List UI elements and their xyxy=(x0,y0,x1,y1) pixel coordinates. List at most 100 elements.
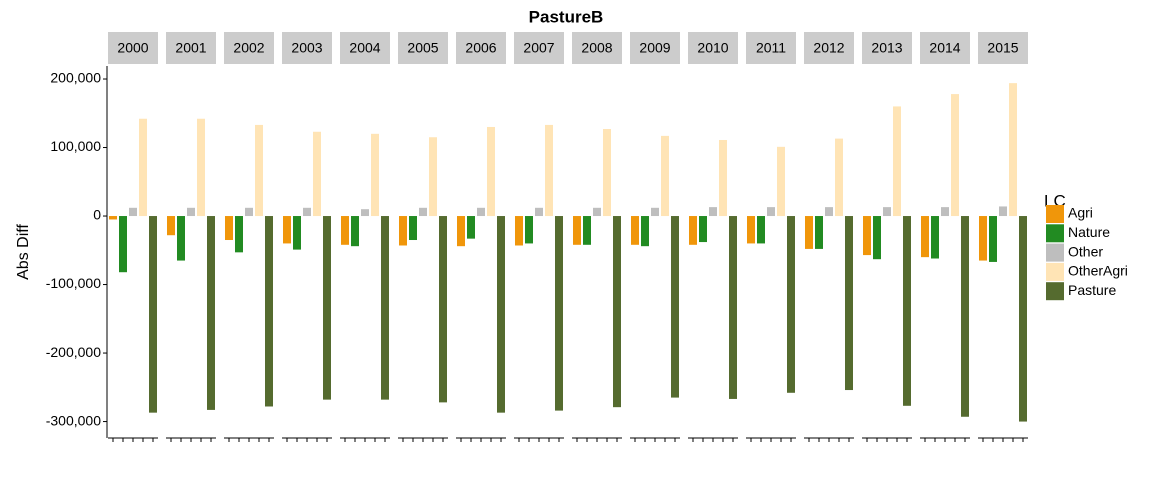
bar xyxy=(167,216,175,236)
bar xyxy=(825,207,833,217)
bar xyxy=(767,207,775,217)
bar xyxy=(651,207,659,217)
bar xyxy=(845,216,853,391)
facet-label: 2005 xyxy=(407,40,438,56)
bar xyxy=(747,216,755,244)
bar xyxy=(419,207,427,217)
legend-label: Other xyxy=(1068,243,1103,259)
legend-label: Agri xyxy=(1068,205,1093,221)
bar xyxy=(787,216,795,393)
bar xyxy=(883,207,891,217)
bar xyxy=(467,216,475,239)
bar xyxy=(709,207,717,217)
facet-label: 2010 xyxy=(697,40,728,56)
bar xyxy=(313,131,321,217)
bar xyxy=(235,216,243,253)
bar xyxy=(429,137,437,217)
bar xyxy=(961,216,969,417)
facet-strip xyxy=(514,32,564,64)
bar xyxy=(873,216,881,260)
facet-label: 2004 xyxy=(349,40,380,56)
bar xyxy=(989,216,997,262)
facet-label: 2012 xyxy=(813,40,844,56)
bar xyxy=(265,216,273,407)
bar xyxy=(119,216,127,273)
legend-key xyxy=(1046,224,1064,243)
bar xyxy=(225,216,233,241)
bar xyxy=(139,118,147,217)
bar xyxy=(361,209,369,217)
facet-strip xyxy=(224,32,274,64)
bar xyxy=(303,207,311,217)
bar xyxy=(439,216,447,403)
bar xyxy=(197,118,205,217)
bar xyxy=(245,207,253,217)
facet-label: 2002 xyxy=(233,40,264,56)
bar xyxy=(805,216,813,249)
bar xyxy=(515,216,523,246)
bar xyxy=(109,216,117,220)
bar xyxy=(293,216,301,250)
bar xyxy=(689,216,697,245)
bar xyxy=(283,216,291,244)
y-tick-label: 200,000 xyxy=(50,70,101,86)
bar xyxy=(177,216,185,261)
facet-label: 2009 xyxy=(639,40,670,56)
facet-strip xyxy=(572,32,622,64)
bar xyxy=(671,216,679,398)
bar xyxy=(371,133,379,217)
bar xyxy=(573,216,581,245)
bar xyxy=(187,207,195,217)
bar xyxy=(457,216,465,247)
facet-label: 2000 xyxy=(117,40,148,56)
y-axis-title: Abs Diff xyxy=(15,224,32,280)
bar xyxy=(613,216,621,408)
bar xyxy=(497,216,505,413)
facet-label: 2003 xyxy=(291,40,322,56)
bar xyxy=(535,207,543,217)
bar xyxy=(903,216,911,406)
facet-strip xyxy=(746,32,796,64)
bar xyxy=(719,139,727,217)
bar xyxy=(931,216,939,259)
bar xyxy=(207,216,215,410)
bar xyxy=(1009,83,1017,217)
bar xyxy=(815,216,823,249)
legend-label: Pasture xyxy=(1068,282,1116,298)
facet-strip xyxy=(804,32,854,64)
legend-key xyxy=(1046,243,1064,262)
bar xyxy=(951,94,959,217)
legend-key xyxy=(1046,282,1064,301)
bar xyxy=(941,207,949,217)
facet-label: 2007 xyxy=(523,40,554,56)
bar xyxy=(777,146,785,217)
legend-label: Nature xyxy=(1068,224,1110,240)
bar xyxy=(631,216,639,245)
bar xyxy=(255,124,263,217)
facet-strip xyxy=(282,32,332,64)
bar xyxy=(341,216,349,245)
bar xyxy=(1019,216,1027,422)
bar xyxy=(835,138,843,217)
y-tick-label: -200,000 xyxy=(46,344,101,360)
bar xyxy=(487,126,495,217)
facet-strip xyxy=(398,32,448,64)
facet-label: 2013 xyxy=(871,40,902,56)
chart-title: PastureB xyxy=(529,7,604,26)
facet-strip xyxy=(630,32,680,64)
facet-label: 2008 xyxy=(581,40,612,56)
bar xyxy=(399,216,407,246)
bar xyxy=(603,129,611,217)
bar xyxy=(555,216,563,411)
facet-strip xyxy=(688,32,738,64)
bar xyxy=(149,216,157,413)
facet-label: 2006 xyxy=(465,40,496,56)
bar xyxy=(477,207,485,217)
legend-key xyxy=(1046,205,1064,223)
y-tick-label: 100,000 xyxy=(50,138,101,154)
facet-strip xyxy=(340,32,390,64)
facet-label: 2001 xyxy=(175,40,206,56)
bar xyxy=(593,207,601,217)
bar xyxy=(351,216,359,247)
